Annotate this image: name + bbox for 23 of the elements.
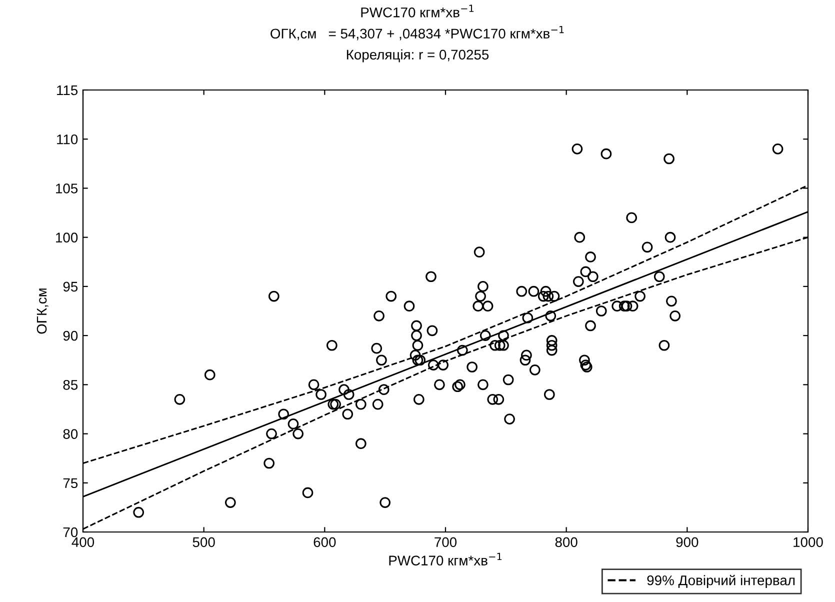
y-axis-title: ОГК,см — [36, 288, 48, 334]
y-tick-label: 110 — [57, 134, 78, 144]
y-tick-label: 70 — [63, 527, 78, 538]
legend-label: 99% Довірчий інтервал — [647, 574, 795, 588]
x-tick-label: 600 — [314, 537, 336, 548]
x-tick-label: 800 — [555, 537, 578, 548]
x-tick-label: 900 — [676, 537, 698, 548]
x-tick-label: 700 — [434, 537, 457, 548]
x-axis-title: PWC170 кгм*хв$^{−1}$ — [389, 552, 502, 566]
y-tick-label: 80 — [63, 429, 78, 439]
x-tick-label: 1000 — [794, 537, 823, 548]
y-tick-label: 115 — [57, 85, 78, 96]
x-tick-label: 400 — [72, 537, 94, 548]
y-tick-label: 100 — [56, 232, 78, 243]
y-tick-label: 105 — [56, 184, 78, 194]
y-tick-label: 90 — [63, 330, 78, 341]
text: Кореляція: r = 0,70255 — [346, 49, 489, 62]
y-tick-label: 95 — [63, 282, 78, 292]
chart-title: PWC170 кгм*хв$^{−1}$ — [361, 4, 474, 18]
x-tick-label: 500 — [192, 537, 215, 548]
y-tick-label: 75 — [63, 478, 78, 488]
chart-subtitle: ОГК,см = 54,307 + ,04834 *PWC170 кгм*хв$^{−1}$ — [270, 26, 564, 40]
y-tick-label: 85 — [63, 380, 78, 390]
